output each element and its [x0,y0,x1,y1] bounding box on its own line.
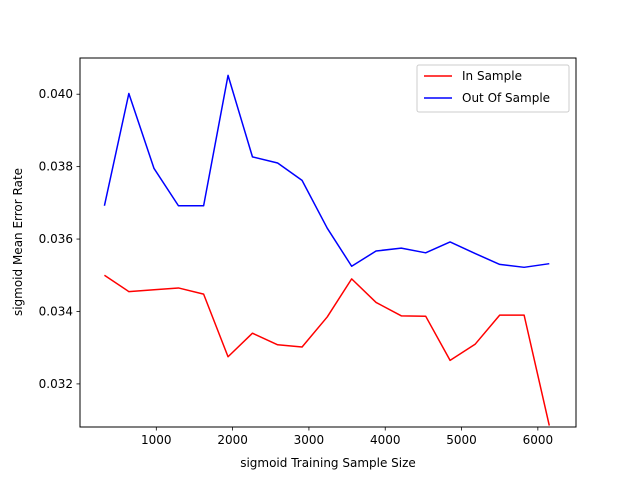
legend-label-out-of-sample: Out Of Sample [462,91,550,105]
x-tick-label: 3000 [294,433,325,447]
y-axis-label: sigmoid Mean Error Rate [11,168,25,316]
legend-box [416,64,570,113]
x-tick-label: 1000 [141,433,172,447]
plot-frame [79,57,577,428]
x-tick-label: 2000 [217,433,248,447]
x-tick-label: 6000 [523,433,554,447]
x-axis-label: sigmoid Training Sample Size [240,456,416,470]
plot-lines [103,74,551,426]
x-axis-ticks: 1000 2000 3000 4000 5000 6000 [141,427,553,447]
y-tick-label: 0.040 [39,87,73,101]
y-tick-label: 0.038 [39,160,73,174]
y-tick-label: 0.034 [39,304,73,318]
series-line-out-of-sample [103,74,550,269]
y-tick-label: 0.032 [39,377,73,391]
legend-label-in-sample: In Sample [462,69,522,83]
series-line-in-sample [104,274,551,426]
legend: In Sample Out Of Sample [416,64,570,113]
x-tick-label: 5000 [446,433,477,447]
y-tick-label: 0.036 [39,232,73,246]
y-axis-ticks: 0.032 0.034 0.036 0.038 0.040 [39,87,80,391]
x-tick-label: 4000 [370,433,401,447]
